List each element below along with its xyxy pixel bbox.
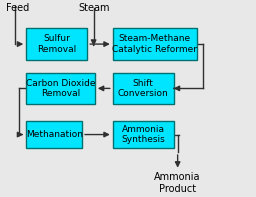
Text: Ammonia
Product: Ammonia Product xyxy=(154,172,201,194)
FancyBboxPatch shape xyxy=(26,121,82,148)
Text: Steam: Steam xyxy=(78,3,109,13)
Text: Sulfur
Removal: Sulfur Removal xyxy=(37,34,76,54)
Text: Ammonia
Synthesis: Ammonia Synthesis xyxy=(121,125,165,144)
FancyBboxPatch shape xyxy=(113,28,197,60)
Text: Feed: Feed xyxy=(6,3,29,13)
FancyBboxPatch shape xyxy=(26,73,95,104)
Text: Shift
Conversion: Shift Conversion xyxy=(118,79,169,98)
FancyBboxPatch shape xyxy=(113,121,174,148)
Text: Steam-Methane
Catalytic Reformer: Steam-Methane Catalytic Reformer xyxy=(112,34,197,54)
Text: Carbon Dioxide
Removal: Carbon Dioxide Removal xyxy=(26,79,95,98)
FancyBboxPatch shape xyxy=(26,28,87,60)
Text: Methanation: Methanation xyxy=(26,130,83,139)
FancyBboxPatch shape xyxy=(113,73,174,104)
